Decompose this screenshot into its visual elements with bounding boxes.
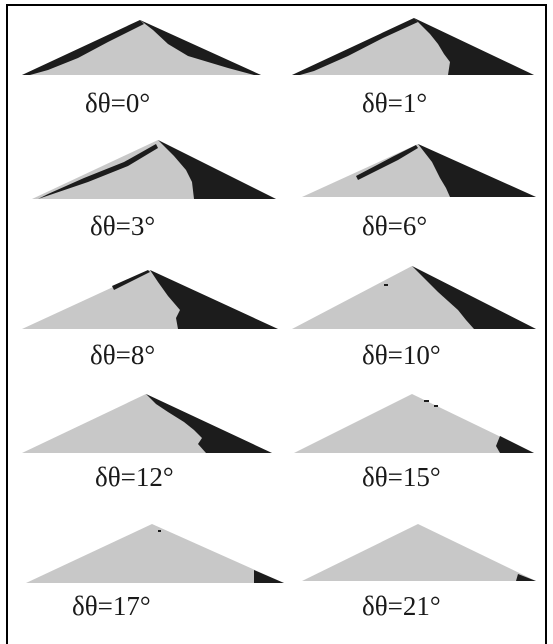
panel-label: δθ=10°: [362, 340, 441, 370]
panel-label: δθ=8°: [90, 340, 156, 370]
light-region: [302, 524, 536, 581]
triangle-panel-5: [292, 266, 536, 329]
dark-region: [292, 18, 418, 75]
light-region: [22, 20, 261, 75]
panel-label: δθ=6°: [362, 211, 428, 241]
panel-label: δθ=15°: [362, 462, 441, 492]
dark-region: [22, 20, 144, 75]
triangle-panel-9: [302, 524, 536, 581]
dark-region: [424, 400, 429, 402]
triangle-panel-0: [22, 20, 261, 75]
dark-region: [412, 266, 536, 329]
triangle-panel-6: [22, 394, 272, 453]
panel-label: δθ=21°: [362, 591, 441, 621]
dark-region: [414, 18, 534, 75]
dark-region: [140, 20, 261, 75]
dark-region: [434, 405, 438, 407]
panel-label: δθ=3°: [90, 211, 156, 241]
dark-region: [418, 144, 536, 197]
dark-region: [496, 436, 534, 453]
dark-region: [516, 574, 536, 581]
triangle-panel-4: [22, 270, 278, 329]
dark-region: [150, 270, 278, 329]
dark-region: [38, 144, 158, 199]
dark-region: [158, 140, 276, 199]
dark-region: [254, 570, 284, 583]
panel-label: δθ=12°: [95, 462, 174, 492]
triangle-panel-2: [32, 140, 276, 199]
dark-region: [146, 394, 272, 453]
dark-region: [384, 284, 388, 286]
light-region: [26, 524, 284, 583]
triangle-panel-3: [302, 144, 536, 197]
dark-region: [356, 145, 418, 180]
dark-region: [112, 270, 150, 290]
triangle-panel-8: [26, 524, 284, 583]
panel-label: δθ=17°: [72, 591, 151, 621]
triangle-panel-1: [292, 18, 534, 75]
panel-label: δθ=1°: [362, 88, 428, 118]
panel-label: δθ=0°: [85, 88, 151, 118]
triangle-panel-7: [294, 394, 534, 453]
dark-region: [158, 530, 161, 532]
figure-frame: [6, 4, 547, 644]
light-region: [294, 394, 534, 453]
